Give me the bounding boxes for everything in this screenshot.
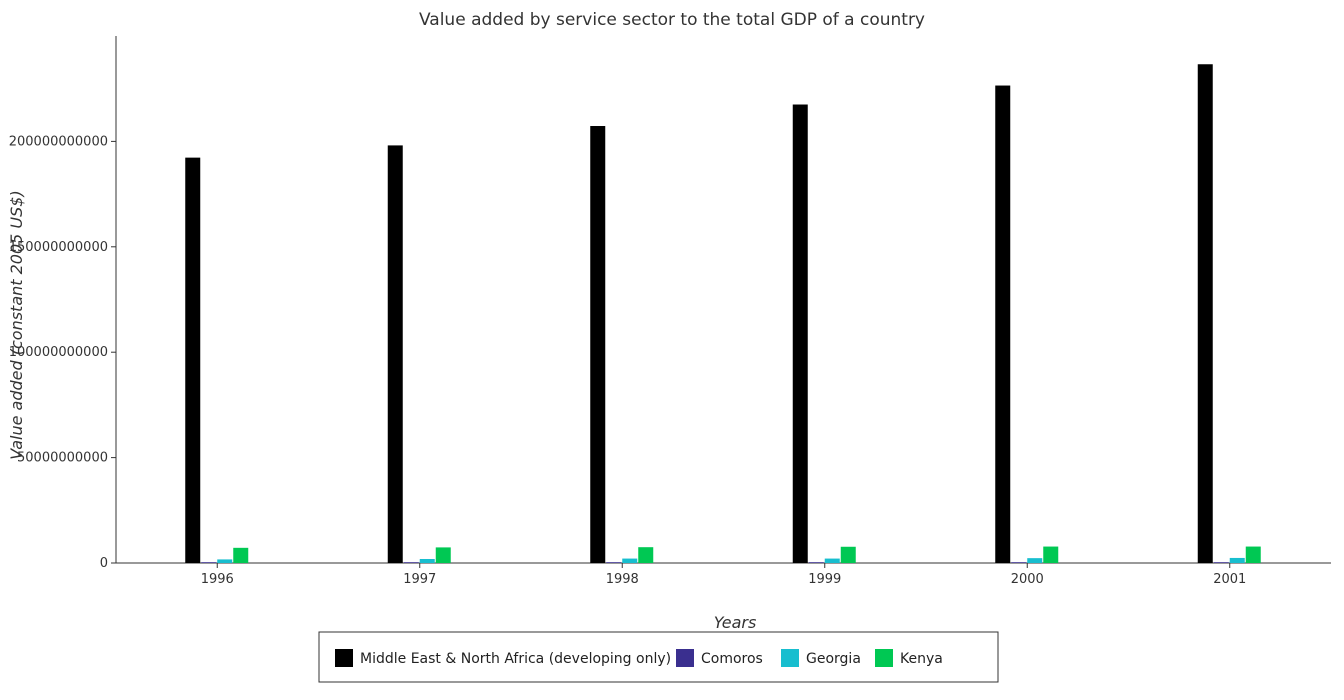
legend: Middle East & North Africa (developing o… [318, 631, 999, 683]
bar-kenya-2000 [1043, 546, 1059, 563]
bar-comoros-1998 [606, 562, 622, 563]
bar-comoros-2001 [1213, 562, 1229, 563]
y-tick-label: 200000000000 [9, 134, 108, 149]
bar-georgia-1998 [622, 558, 638, 563]
bar-comoros-1997 [403, 562, 419, 563]
legend-swatch [875, 649, 893, 667]
x-tick-label: 1998 [606, 572, 639, 587]
y-tick-label: 150000000000 [9, 240, 108, 255]
bar-georgia-1997 [419, 558, 435, 563]
chart-title: Value added by service sector to the tot… [419, 10, 925, 30]
bar-georgia-2000 [1027, 558, 1043, 563]
bars [185, 64, 1261, 564]
bar-comoros-1996 [201, 562, 217, 563]
y-tick-label: 100000000000 [9, 345, 108, 360]
bar-kenya-1997 [435, 547, 451, 563]
legend-label: Georgia [806, 651, 861, 667]
bar-middle-east-north-africa-developing-only-2000 [995, 85, 1011, 564]
legend-label: Comoros [701, 651, 763, 667]
bar-kenya-1998 [638, 547, 654, 563]
bar-georgia-1996 [217, 559, 233, 563]
bar-georgia-1999 [824, 558, 840, 563]
y-axis: 0 50000000000 100000000000 150000000000 2000… [9, 36, 117, 571]
bar-kenya-2001 [1245, 546, 1261, 563]
bar-georgia-2001 [1229, 557, 1245, 563]
bar-middle-east-north-africa-developing-only-1998 [590, 126, 606, 563]
x-tick-label: 1999 [808, 572, 841, 587]
bar-middle-east-north-africa-developing-only-1996 [185, 157, 201, 564]
y-tick-label: 0 [100, 556, 108, 571]
y-tick-label: 50000000000 [17, 451, 108, 466]
bar-middle-east-north-africa-developing-only-2001 [1197, 64, 1213, 564]
x-tick-label: 1997 [403, 572, 436, 587]
bar-middle-east-north-africa-developing-only-1999 [792, 104, 808, 563]
x-tick-label: 2001 [1213, 572, 1246, 587]
legend-swatch [781, 649, 799, 667]
legend-swatch [676, 649, 694, 667]
x-tick-label: 1996 [201, 572, 234, 587]
bar-comoros-1999 [808, 562, 824, 563]
bar-kenya-1999 [840, 546, 856, 563]
x-axis: 1996 1997 1998 1999 2000 2001 [116, 562, 1331, 587]
y-axis-label: Value added (constant 2005 US$) [7, 190, 26, 459]
bar-comoros-2000 [1011, 562, 1027, 563]
bar-middle-east-north-africa-developing-only-1997 [387, 145, 403, 563]
legend-swatch [335, 649, 353, 667]
bar-kenya-1996 [233, 547, 249, 563]
x-tick-label: 2000 [1011, 572, 1044, 587]
x-axis-label: Years [714, 613, 757, 632]
legend-label: Kenya [900, 651, 943, 667]
legend-label: Middle East & North Africa (developing o… [360, 651, 671, 667]
